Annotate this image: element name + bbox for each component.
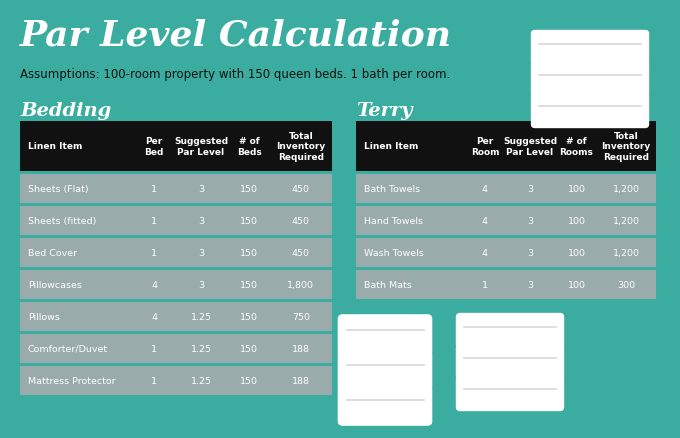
Text: # of
Rooms: # of Rooms <box>560 137 594 156</box>
FancyBboxPatch shape <box>338 314 432 356</box>
Text: 3: 3 <box>198 216 204 226</box>
Text: Bath Towels: Bath Towels <box>364 184 420 194</box>
Text: Per
Room: Per Room <box>471 137 499 156</box>
Bar <box>356 207 656 236</box>
Text: 4: 4 <box>482 184 488 194</box>
Text: 3: 3 <box>527 280 533 290</box>
Bar <box>356 238 656 267</box>
Text: 450: 450 <box>292 184 310 194</box>
Bar <box>20 122 332 172</box>
Text: 150: 150 <box>240 376 258 385</box>
Bar <box>20 238 332 267</box>
Text: 3: 3 <box>527 248 533 258</box>
Text: 1.25: 1.25 <box>190 376 211 385</box>
Text: 3: 3 <box>527 216 533 226</box>
Text: 150: 150 <box>240 280 258 290</box>
Text: Hand Towels: Hand Towels <box>364 216 423 226</box>
FancyBboxPatch shape <box>531 62 649 98</box>
Text: 1,800: 1,800 <box>287 280 314 290</box>
Bar <box>20 366 332 395</box>
Text: Linen Item: Linen Item <box>28 142 82 151</box>
FancyBboxPatch shape <box>456 375 564 411</box>
Text: Bedding: Bedding <box>20 102 112 120</box>
Text: Suggested
Par Level: Suggested Par Level <box>503 137 557 156</box>
Text: 100: 100 <box>568 248 585 258</box>
Text: 4: 4 <box>151 312 157 321</box>
Text: 750: 750 <box>292 312 310 321</box>
Text: 4: 4 <box>482 248 488 258</box>
Text: 1.25: 1.25 <box>190 312 211 321</box>
Bar <box>356 270 656 299</box>
Text: 4: 4 <box>151 280 157 290</box>
Text: 150: 150 <box>240 248 258 258</box>
Text: Pillowcases: Pillowcases <box>28 280 82 290</box>
Text: # of
Beds: # of Beds <box>237 137 262 156</box>
Text: 3: 3 <box>198 184 204 194</box>
FancyBboxPatch shape <box>531 92 649 129</box>
FancyBboxPatch shape <box>456 344 564 380</box>
Text: Suggested
Par Level: Suggested Par Level <box>174 137 228 156</box>
Text: 1,200: 1,200 <box>613 248 639 258</box>
Bar <box>356 122 656 172</box>
Text: Sheets (fitted): Sheets (fitted) <box>28 216 97 226</box>
Text: 1: 1 <box>151 376 157 385</box>
Text: 100: 100 <box>568 184 585 194</box>
Text: 1: 1 <box>151 216 157 226</box>
Text: Total
Inventory
Required: Total Inventory Required <box>276 132 326 162</box>
Text: 3: 3 <box>198 280 204 290</box>
Text: 1,200: 1,200 <box>613 184 639 194</box>
Text: 100: 100 <box>568 216 585 226</box>
Bar <box>356 175 656 204</box>
Text: 1.25: 1.25 <box>190 344 211 353</box>
Text: 300: 300 <box>617 280 635 290</box>
Text: 150: 150 <box>240 312 258 321</box>
Text: Terry: Terry <box>356 102 413 120</box>
Text: 188: 188 <box>292 376 310 385</box>
Text: Linen Item: Linen Item <box>364 142 418 151</box>
Bar <box>20 302 332 331</box>
FancyBboxPatch shape <box>338 384 432 426</box>
Text: 1: 1 <box>151 248 157 258</box>
FancyBboxPatch shape <box>338 350 432 391</box>
Bar <box>20 334 332 363</box>
Text: Pillows: Pillows <box>28 312 60 321</box>
Text: 450: 450 <box>292 248 310 258</box>
FancyBboxPatch shape <box>456 313 564 350</box>
Text: 150: 150 <box>240 216 258 226</box>
Text: 450: 450 <box>292 216 310 226</box>
Text: 1: 1 <box>482 280 488 290</box>
Text: Comforter/Duvet: Comforter/Duvet <box>28 344 108 353</box>
Text: 150: 150 <box>240 344 258 353</box>
Text: Total
Inventory
Required: Total Inventory Required <box>601 132 651 162</box>
Text: 1,200: 1,200 <box>613 216 639 226</box>
Text: Bath Mats: Bath Mats <box>364 280 412 290</box>
Text: 100: 100 <box>568 280 585 290</box>
Bar <box>20 175 332 204</box>
Text: 1: 1 <box>151 344 157 353</box>
Text: Per
Bed: Per Bed <box>144 137 164 156</box>
Text: 150: 150 <box>240 184 258 194</box>
Bar <box>20 207 332 236</box>
Text: 3: 3 <box>527 184 533 194</box>
Text: Wash Towels: Wash Towels <box>364 248 424 258</box>
Text: Bed Cover: Bed Cover <box>28 248 77 258</box>
FancyBboxPatch shape <box>531 31 649 67</box>
Text: 1: 1 <box>151 184 157 194</box>
Text: 4: 4 <box>482 216 488 226</box>
Text: 3: 3 <box>198 248 204 258</box>
Bar <box>20 270 332 299</box>
Text: 188: 188 <box>292 344 310 353</box>
Text: Sheets (Flat): Sheets (Flat) <box>28 184 88 194</box>
Text: Par Level Calculation: Par Level Calculation <box>20 18 452 52</box>
Text: Assumptions: 100-room property with 150 queen beds. 1 bath per room.: Assumptions: 100-room property with 150 … <box>20 68 450 81</box>
Text: Mattress Protector: Mattress Protector <box>28 376 116 385</box>
